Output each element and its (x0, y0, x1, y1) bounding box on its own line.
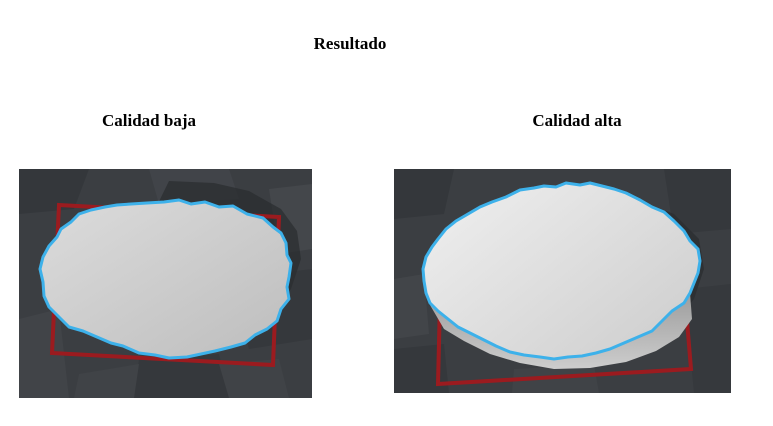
render-high-quality (394, 169, 731, 393)
viewport-low-quality (19, 169, 312, 398)
label-high-quality: Calidad alta (532, 111, 622, 130)
label-low-quality: Calidad baja (102, 111, 196, 130)
model-low-quality (38, 198, 293, 360)
render-low-quality (19, 169, 312, 398)
model-high-quality (421, 181, 702, 361)
page-title: Resultado (313, 34, 387, 53)
viewport-high-quality (394, 169, 731, 393)
